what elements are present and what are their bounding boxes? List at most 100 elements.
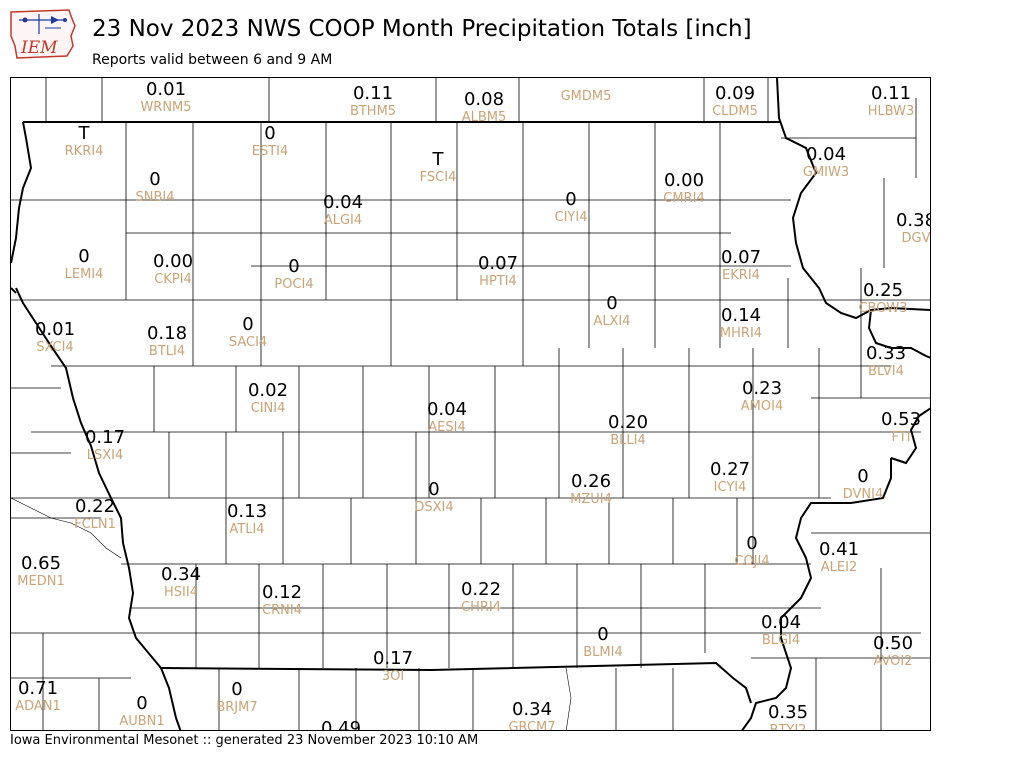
station-bthm5: 0.11 BTHM5 (349, 85, 397, 119)
station-ckpi4: 0.00 CKPI4 (153, 253, 193, 287)
station-saci4: 0 SACI4 (229, 316, 267, 350)
station-blgi4: 0.04 BLGI4 (760, 612, 802, 648)
station-mhri4: 0.14 MHRI4 (719, 305, 763, 341)
station-albm5: 0.08 ALBM5 (461, 89, 507, 125)
station-id: ICYI4 (713, 480, 747, 495)
map-title: 23 Nov 2023 NWS COOP Month Precipitation… (92, 16, 752, 42)
station-id: SXCI4 (36, 340, 74, 355)
station-aesi4: 0.04 AESI4 (427, 401, 467, 435)
station-id: FCLN1 (74, 517, 116, 532)
station-value: 0 (597, 624, 609, 645)
station-id: MEDN1 (17, 574, 65, 589)
station-amoi4: 0.23 AMOI4 (740, 378, 784, 414)
station-id: LSXI4 (86, 448, 124, 463)
station-lemi4: 0 LEMI4 (64, 246, 104, 282)
station-id: AESI4 (428, 420, 466, 435)
station-cini4: 0.02 CINI4 (248, 382, 288, 416)
station-id: ATLI4 (229, 522, 265, 537)
station-id: POCI4 (274, 277, 314, 292)
station-id: BLGI4 (761, 633, 801, 648)
station-value: 0 (746, 533, 758, 554)
station-id: DSXI4 (414, 500, 454, 515)
station-id: HLBW3 (867, 104, 915, 119)
station-value: 0.09 (714, 83, 756, 104)
station-value: 0.00 (663, 170, 705, 191)
station-value: 0.12 (261, 582, 303, 603)
station-btyi2: 0.35 BTYI2 (768, 704, 808, 731)
station-value: 0 (606, 293, 618, 314)
station-id: 3OI (381, 669, 405, 684)
station-id: LEMI4 (64, 267, 104, 282)
station-id: GMDM5 (560, 89, 612, 104)
station-value: 0.04 (760, 612, 802, 633)
station-id: GMIW3 (802, 165, 850, 180)
station-lsxi4: 0.17 LSXI4 (85, 429, 125, 463)
station-id: MZUI4 (570, 492, 612, 507)
station-id: CBOW3 (858, 301, 908, 316)
station-id: ALXI4 (593, 314, 631, 329)
station-coji4: 0 COJI4 (734, 533, 770, 569)
station-value: 0.34 (511, 699, 553, 720)
station-value: 0.04 (322, 192, 364, 213)
station-id: AVOI2 (873, 654, 913, 669)
station-id: MHRI4 (719, 326, 763, 341)
station-id: AMOI4 (740, 399, 784, 414)
station-value: 0.23 (741, 378, 783, 399)
station-value: 0.50 (872, 633, 914, 654)
station-gmiw3: 0.04 GMIW3 (802, 146, 850, 180)
station-gmdm5: GMDM5 (561, 88, 612, 103)
station-medn1: 0.65 MEDN1 (17, 555, 65, 589)
station-id: GRCM7 (508, 720, 556, 731)
station-value: 0 (428, 479, 440, 500)
station-value: 0 (78, 246, 90, 267)
station-id: BTHM5 (349, 104, 397, 119)
station-id: BTYI2 (769, 723, 807, 731)
station-value: 0.08 (463, 89, 505, 110)
station-id: BTLI4 (148, 344, 186, 359)
station-fsci4: T FSCI4 (420, 151, 457, 185)
station-atli4: 0.13 ATLI4 (227, 503, 267, 537)
station-id: CINI4 (250, 401, 286, 416)
station-adan1: 0.71 ADAN1 (15, 678, 61, 714)
station-dvni4: 0 DVNI4 (843, 466, 884, 502)
station-blli4: 0.20 BLLI4 (608, 414, 648, 448)
station-value: 0.33 (865, 343, 907, 364)
station-value: 0.18 (146, 323, 188, 344)
station-value: T (78, 123, 90, 144)
station-blvi4: 0.33 BLVI4 (865, 343, 907, 379)
station-id: CKPI4 (154, 272, 192, 287)
station-aubn1: 0 AUBN1 (119, 693, 165, 729)
station-mzui4: 0.26 MZUI4 (570, 473, 612, 507)
station-id: HSII4 (164, 585, 198, 600)
station-value: 0.25 (862, 280, 904, 301)
map-subtitle: Reports valid between 6 and 9 AM (92, 52, 333, 68)
station-id: COJI4 (734, 554, 770, 569)
station-value: 0 (857, 466, 869, 487)
station-value: 0 (565, 189, 577, 210)
station-3oi: 0.17 3OI (372, 648, 414, 684)
station-fcln1: 0.22 FCLN1 (74, 498, 116, 532)
station-value: 0.14 (720, 305, 762, 326)
station-id: RKRI4 (64, 144, 104, 159)
station-cldm5: 0.09 CLDM5 (712, 83, 758, 119)
station-value: 0.71 (17, 678, 59, 699)
station-id: ALBM5 (461, 110, 507, 125)
station-value: 0.17 (372, 648, 414, 669)
station-id: AUBN1 (119, 714, 165, 729)
station-sxci4: 0.01 SXCI4 (35, 321, 75, 355)
station-fti: 0.53 FTI (881, 411, 921, 445)
station-id: CMRI4 (663, 191, 705, 206)
station-id: SNBI4 (135, 190, 175, 205)
station-value: 0 (231, 679, 243, 700)
station-value: 0 (136, 693, 148, 714)
station-rkri4: T RKRI4 (64, 123, 104, 159)
station-ciyi4: 0 CIYI4 (555, 189, 588, 225)
station-icyi4: 0.27 ICYI4 (710, 461, 750, 495)
station-hlbw3: 0.11 HLBW3 (867, 85, 915, 119)
station-avoi2: 0.50 AVOI2 (872, 633, 914, 669)
station-unlabeled: 0.49 (321, 720, 361, 731)
station-algi4: 0.04 ALGI4 (322, 192, 364, 228)
county-boundaries (11, 78, 930, 730)
station-btli4: 0.18 BTLI4 (146, 323, 188, 359)
station-value: 0.34 (160, 564, 202, 585)
